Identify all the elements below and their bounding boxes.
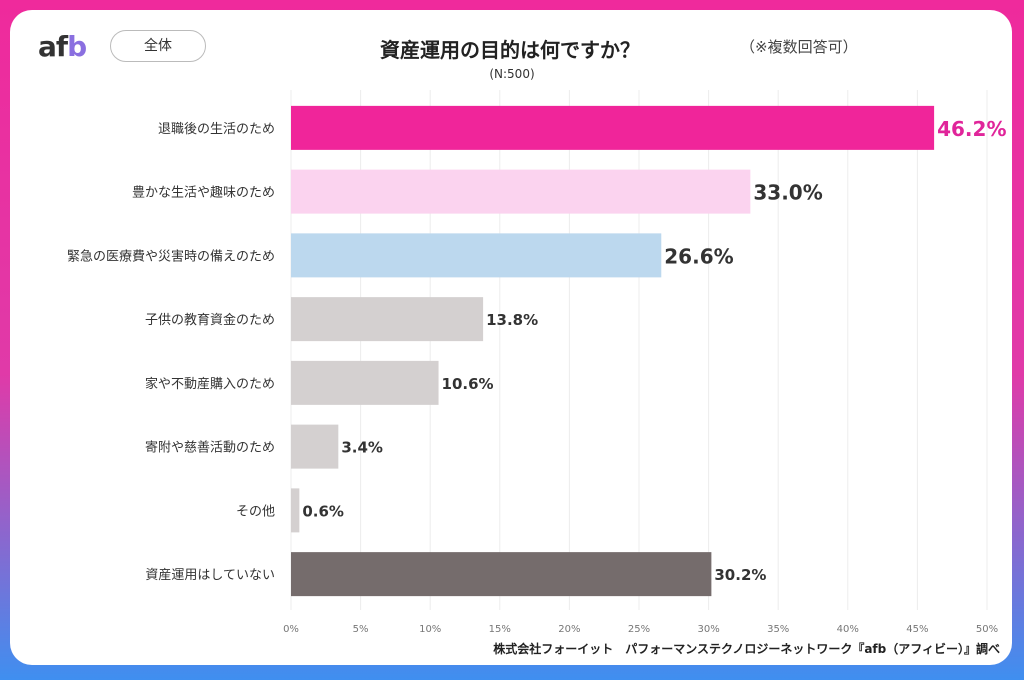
category-label: 豊かな生活や趣味のため — [132, 186, 275, 201]
category-label: 家や不動産購入のため — [145, 376, 275, 392]
category-label: 資産運用はしていない — [145, 567, 275, 583]
value-label: 46.2% — [937, 117, 1006, 141]
segment-button-all[interactable]: 全体 — [110, 30, 206, 62]
bar — [291, 424, 339, 469]
x-tick-label: 30% — [697, 624, 719, 635]
value-label: 10.6% — [442, 375, 494, 393]
chart-title: 資産運用の目的は何ですか？ — [380, 38, 640, 62]
category-label: その他 — [236, 504, 275, 519]
category-label: 子供の教育資金のため — [145, 312, 275, 328]
x-tick-label: 50% — [976, 624, 998, 635]
sample-size: (N:500) — [489, 67, 535, 81]
source-footer: 株式会社フォーイット パフォーマンステクノロジーネットワーク『afb（アフィビー… — [493, 642, 1000, 656]
bar — [291, 552, 712, 597]
value-label: 3.4% — [341, 439, 383, 457]
value-label: 30.2% — [714, 566, 766, 584]
x-tick-label: 45% — [906, 624, 928, 635]
x-tick-label: 35% — [767, 624, 789, 635]
category-label: 緊急の医療費や災害時の備えのため — [67, 248, 275, 264]
value-label: 26.6% — [664, 244, 733, 268]
multiple-answer-note: （※複数回答可） — [740, 38, 858, 56]
x-tick-label: 10% — [419, 624, 441, 635]
x-tick-label: 20% — [558, 624, 580, 635]
bar — [291, 488, 300, 533]
x-tick-label: 15% — [489, 624, 511, 635]
value-label: 0.6% — [302, 502, 344, 520]
x-tick-label: 0% — [283, 624, 299, 635]
x-tick-label: 40% — [837, 624, 859, 635]
category-label: 退職後の生活のため — [158, 122, 275, 137]
value-label: 13.8% — [486, 311, 538, 329]
afb-logo: afb — [38, 30, 87, 63]
bar — [291, 233, 662, 278]
bar — [291, 169, 751, 214]
bar — [291, 360, 439, 405]
x-tick-label: 25% — [628, 624, 650, 635]
value-label: 33.0% — [753, 181, 822, 205]
bar — [291, 297, 484, 342]
x-tick-label: 5% — [353, 624, 369, 635]
bar — [291, 105, 935, 150]
category-label: 寄附や慈善活動のため — [145, 440, 275, 456]
